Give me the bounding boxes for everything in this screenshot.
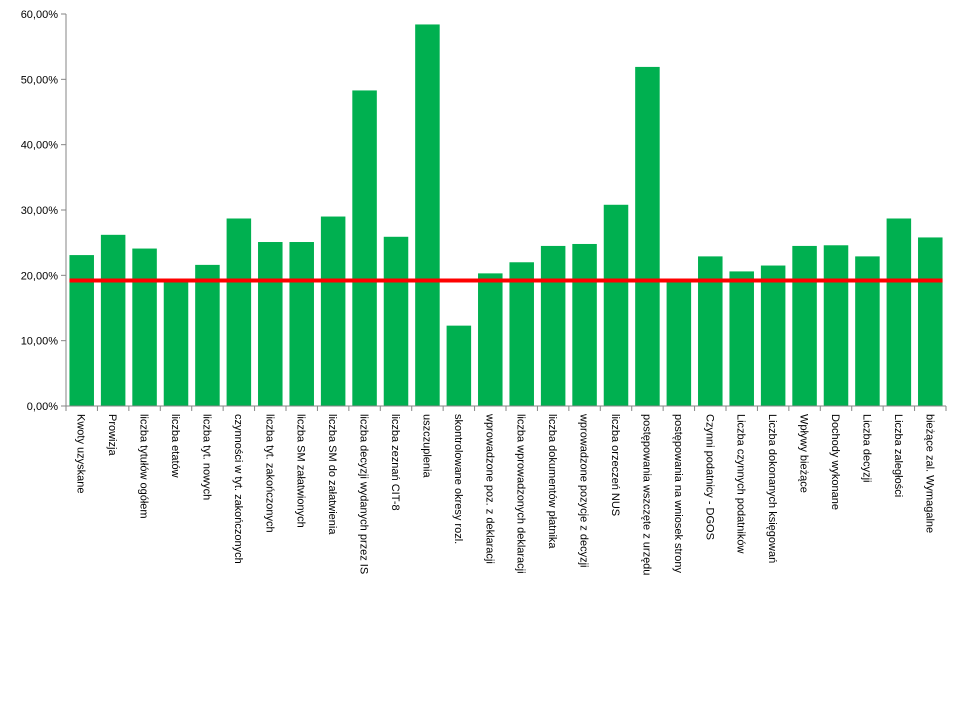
bar <box>446 325 472 406</box>
x-tick-label: Dochody wykonane <box>829 414 841 510</box>
bar <box>540 245 566 406</box>
bar <box>289 242 314 406</box>
x-tick-label: wprowadzone poz. z deklaracji <box>483 413 495 564</box>
x-tick-label: liczba SM do załatwienia <box>326 414 338 535</box>
y-tick-label: 40,00% <box>21 140 59 152</box>
x-tick-label: liczba tyt. nowych <box>200 414 212 500</box>
bar <box>383 236 409 406</box>
x-tick-label: bieżące zal. Wymagalne <box>923 414 935 533</box>
bar <box>195 264 220 406</box>
x-tick-label: Liczba dokonanych księgowań <box>766 414 778 563</box>
bars <box>69 24 943 407</box>
x-tick-label: Liczba zaległości <box>892 414 904 497</box>
y-tick-label: 30,00% <box>21 205 59 217</box>
x-tick-label: wprowadzone pozycje z decyzji <box>578 413 590 567</box>
y-tick-label: 20,00% <box>21 270 59 282</box>
bar <box>320 216 346 406</box>
x-tick-label: liczba tyt. zakończonych <box>263 414 275 533</box>
x-tick-label: uszczuplenia <box>420 414 432 478</box>
y-tick-label: 10,00% <box>21 336 59 348</box>
x-axis: Kwoty uzyskane Prowizja liczba tytułów ogó… <box>65 405 947 575</box>
bar <box>352 90 377 406</box>
bar <box>886 218 912 406</box>
x-tick-label: postępowania wszczęte z urzędu <box>640 414 652 575</box>
bar <box>132 248 157 406</box>
x-tick-label: liczba zeznań CIT-8 <box>389 414 401 511</box>
bar <box>760 265 786 406</box>
bar <box>572 243 597 406</box>
bar <box>415 24 440 406</box>
x-tick-label: Kwoty uzyskane <box>75 414 87 493</box>
bar <box>729 271 754 406</box>
bar <box>478 273 503 406</box>
bar <box>635 66 660 407</box>
x-tick-label: liczba tytułów ogółem <box>138 414 150 519</box>
bar <box>100 234 126 406</box>
x-tick-label: Liczba decyzji <box>860 414 872 482</box>
bar <box>792 245 817 406</box>
y-tick-label: 60,00% <box>21 9 59 21</box>
x-tick-label: liczba dokumentów płatnika <box>546 414 558 549</box>
y-tick-label: 50,00% <box>21 74 59 86</box>
bar <box>509 262 534 406</box>
bar <box>163 280 189 406</box>
x-tick-label: Czynni podatnicy - DGOS <box>703 414 715 540</box>
x-tick-label: postępowania na wniosek strony <box>672 414 684 573</box>
x-tick-label: skontrolowane okresy rozl. <box>452 414 464 544</box>
x-tick-label: czynności w tyt. zakończonych <box>232 414 244 564</box>
bar <box>918 237 943 406</box>
bar <box>226 218 252 406</box>
bar <box>258 242 283 406</box>
x-tick-label: liczba orzeczeń NUS <box>609 414 621 516</box>
bar <box>603 204 629 406</box>
x-tick-label: liczba etatów <box>169 414 181 478</box>
bar <box>823 245 849 406</box>
x-tick-label: Liczba czynnych podatników <box>735 414 747 553</box>
x-tick-label: liczba decyzji wydanych przez IS <box>358 414 370 574</box>
y-tick-label: 0,00% <box>27 401 58 413</box>
x-tick-label: Wpływy bieżące <box>798 414 810 493</box>
bar <box>666 280 692 406</box>
x-tick-label: liczba wprowadzonych deklaracji <box>515 414 527 574</box>
y-axis: 0,00% 10,00% 20,00% 30,00% 40,00% 50,00% 60,00… <box>21 9 67 413</box>
x-tick-label: liczba SM załatwionych <box>295 414 307 528</box>
bar <box>69 255 94 406</box>
x-tick-label: Prowizja <box>106 414 118 456</box>
